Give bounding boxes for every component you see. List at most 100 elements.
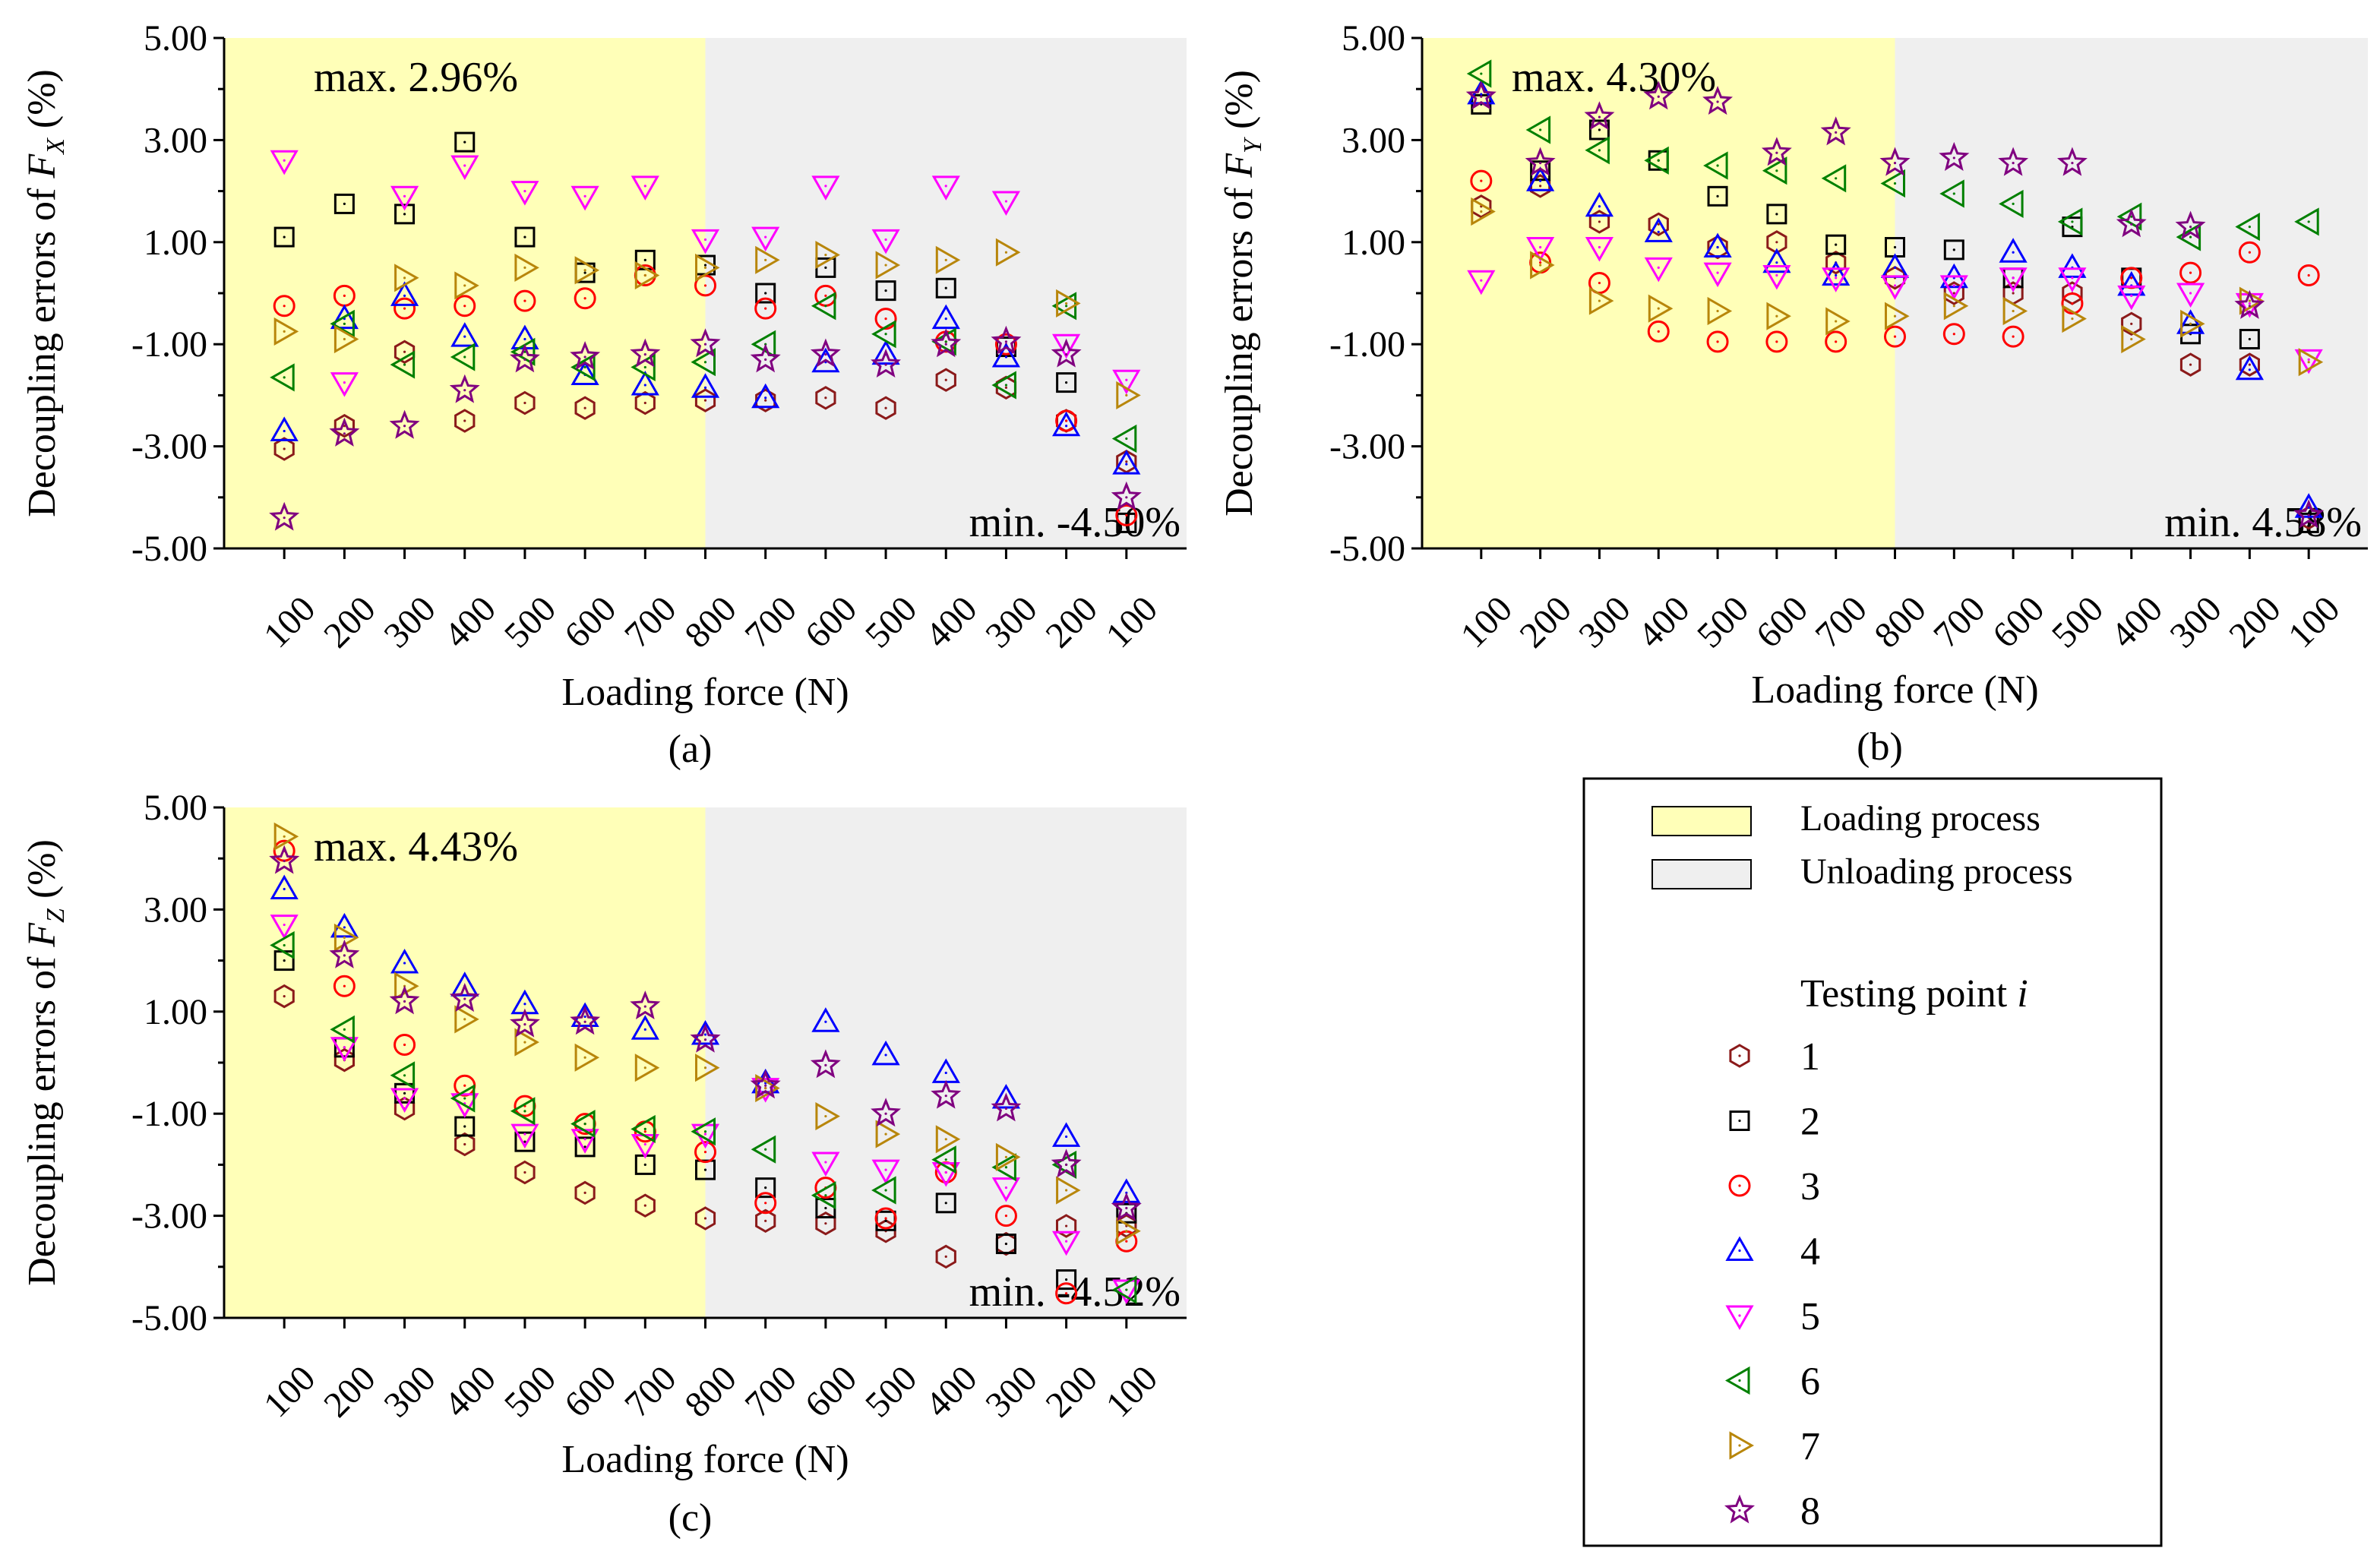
x-tick-label: 300 xyxy=(978,589,1045,656)
legend-point-label: 5 xyxy=(1800,1295,1820,1338)
data-point-center xyxy=(884,406,887,409)
data-point xyxy=(449,983,480,1013)
data-point-center xyxy=(643,1163,646,1166)
data-point xyxy=(1885,302,1910,330)
data-point xyxy=(571,352,596,381)
data-point-center xyxy=(463,997,466,1000)
data-point xyxy=(1588,119,1610,141)
min-annotation: min. 4.58% xyxy=(2164,499,2362,546)
data-point-center xyxy=(403,194,406,197)
data-point xyxy=(329,939,360,968)
series-8 xyxy=(269,845,1142,1221)
data-point-center xyxy=(1598,299,1601,302)
x-tick-label: 200 xyxy=(1512,589,1579,656)
data-point-center xyxy=(884,1168,887,1171)
data-point xyxy=(329,417,360,447)
data-point-center xyxy=(764,399,767,402)
data-point xyxy=(634,261,660,290)
legend-point-label: 4 xyxy=(1800,1231,1820,1274)
data-point-center xyxy=(343,337,346,341)
data-point xyxy=(1707,296,1733,326)
data-point-center xyxy=(1480,179,1483,182)
data-point xyxy=(2294,207,2319,236)
data-point-center xyxy=(1716,340,1719,343)
data-point xyxy=(2297,264,2320,286)
data-point xyxy=(514,1131,536,1152)
data-point xyxy=(2239,328,2260,349)
data-point-center xyxy=(764,1148,767,1151)
panel-b-chart: 5.003.001.00-1.00-3.00-5.001002003004005… xyxy=(1218,18,2368,769)
legend-marker-3 xyxy=(1728,1174,1751,1197)
data-point-center xyxy=(703,1151,707,1154)
data-point-center xyxy=(944,318,947,321)
legend-marker-2 xyxy=(1729,1110,1750,1131)
data-point-center xyxy=(703,1038,707,1041)
x-tick-label: 800 xyxy=(1866,589,1933,656)
data-point xyxy=(991,325,1022,355)
data-point-center xyxy=(523,1110,526,1113)
x-tick-label: 600 xyxy=(1985,589,2052,656)
data-point-center xyxy=(1125,1240,1128,1243)
data-point-center xyxy=(2248,337,2251,341)
data-point xyxy=(1825,307,1851,336)
data-point-center xyxy=(583,1123,586,1126)
data-point-center xyxy=(1065,1189,1068,1192)
data-point xyxy=(1056,1176,1081,1205)
data-point-center xyxy=(343,1046,346,1049)
data-point xyxy=(1465,81,1497,110)
data-point-center xyxy=(944,258,947,261)
series-4 xyxy=(270,874,1141,1203)
data-point-center xyxy=(944,1171,947,1174)
data-point xyxy=(269,845,300,874)
data-point-center xyxy=(1539,245,1542,249)
data-point-center xyxy=(2189,363,2192,366)
data-point xyxy=(510,1008,540,1038)
data-point-center xyxy=(523,337,526,341)
legend-marker-2-center xyxy=(1738,1119,1741,1123)
data-point xyxy=(514,289,536,312)
data-point xyxy=(1111,1275,1137,1304)
data-point xyxy=(1644,146,1669,175)
y-tick-label: -1.00 xyxy=(1329,324,1405,365)
data-point xyxy=(871,1098,901,1127)
data-point-center xyxy=(283,887,286,891)
data-point xyxy=(1825,234,1847,255)
data-point-center xyxy=(283,859,286,863)
data-point xyxy=(273,317,299,346)
data-point-center xyxy=(1004,1155,1008,1158)
data-point-center xyxy=(463,1142,466,1146)
data-point-center xyxy=(1657,266,1660,269)
data-point-center xyxy=(1539,264,1542,267)
data-point-center xyxy=(283,447,286,450)
data-point xyxy=(1707,185,1728,207)
data-point xyxy=(1112,369,1141,395)
data-point-center xyxy=(343,926,346,929)
data-point-center xyxy=(1657,330,1660,333)
data-point-center xyxy=(884,363,887,366)
y-tick-label: -1.00 xyxy=(131,324,207,365)
data-point-center xyxy=(1835,131,1838,134)
y-tick-label: -3.00 xyxy=(131,427,207,467)
data-point xyxy=(871,1040,900,1066)
data-point xyxy=(2061,292,2084,314)
data-point-center xyxy=(463,141,466,144)
data-point-center xyxy=(1716,100,1719,103)
data-point-center xyxy=(2189,292,2192,295)
data-point-center xyxy=(2307,220,2310,223)
data-point xyxy=(1116,1217,1141,1246)
data-point xyxy=(631,1114,656,1143)
y-tick-label: 3.00 xyxy=(144,120,207,160)
data-point-center xyxy=(343,936,346,939)
data-point-center xyxy=(1480,72,1483,75)
x-tick-label: 400 xyxy=(437,1358,504,1425)
data-point xyxy=(755,245,780,274)
series-7 xyxy=(273,238,1141,409)
data-point-center xyxy=(1065,1163,1068,1166)
data-point-center xyxy=(583,194,586,197)
data-point xyxy=(1999,267,2028,292)
data-point xyxy=(991,371,1016,400)
data-point xyxy=(270,874,299,899)
data-point-center xyxy=(643,353,646,356)
series-5 xyxy=(270,915,1141,1305)
data-point xyxy=(1648,212,1669,237)
